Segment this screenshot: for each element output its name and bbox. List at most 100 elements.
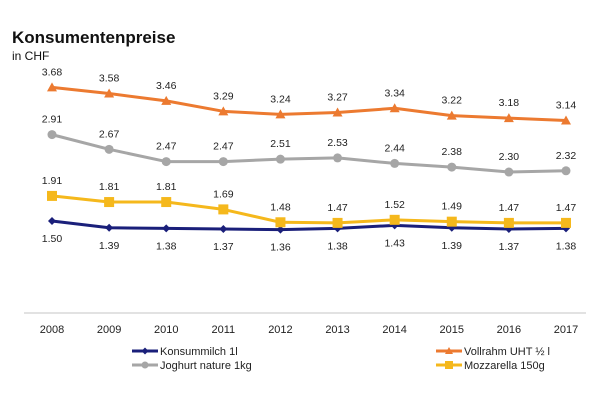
data-label-mozzarella-150g: 1.91	[42, 175, 63, 187]
legend-label: Vollrahm UHT ½ l	[464, 346, 550, 358]
x-tick-label: 2014	[382, 324, 406, 336]
data-point-vollrahm-uht-l	[218, 106, 229, 116]
data-label-mozzarella-150g: 1.47	[327, 202, 348, 214]
legend-marker-icon	[445, 361, 453, 369]
series-line-konsummilch-1l	[51, 219, 567, 232]
data-label-vollrahm-uht-l: 3.34	[384, 87, 405, 99]
data-label-konsummilch-1l: 1.39	[442, 240, 463, 252]
legend-item-mozzarella-150g: Mozzarella 150g	[436, 360, 545, 372]
data-label-mozzarella-150g: 1.48	[270, 201, 291, 213]
data-point-konsummilch-1l	[48, 217, 56, 226]
data-label-vollrahm-uht-l: 3.18	[499, 97, 520, 109]
data-point-mozzarella-150g	[47, 190, 57, 201]
data-label-konsummilch-1l: 1.39	[99, 240, 120, 252]
data-point-joghurt-nature-1kg	[333, 153, 343, 163]
data-point-vollrahm-uht-l	[389, 103, 400, 113]
data-point-joghurt-nature-1kg	[104, 144, 114, 154]
data-point-joghurt-nature-1kg	[161, 157, 171, 167]
data-point-joghurt-nature-1kg	[561, 166, 571, 176]
data-label-mozzarella-150g: 1.47	[556, 202, 577, 214]
data-point-vollrahm-uht-l	[332, 107, 343, 117]
data-point-konsummilch-1l	[105, 223, 114, 232]
x-tick-label: 2016	[497, 324, 521, 336]
data-point-mozzarella-150g	[446, 216, 457, 227]
data-point-joghurt-nature-1kg	[390, 158, 400, 168]
data-label-joghurt-nature-1kg: 2.44	[384, 142, 405, 154]
data-point-mozzarella-150g	[389, 214, 400, 225]
legend-label: Konsummilch 1l	[160, 346, 238, 358]
series-line-mozzarella-150g	[51, 194, 566, 225]
data-point-mozzarella-150g	[332, 217, 343, 228]
data-label-joghurt-nature-1kg: 2.32	[556, 150, 577, 162]
data-label-mozzarella-150g: 1.52	[384, 199, 405, 211]
data-label-konsummilch-1l: 1.37	[213, 241, 234, 253]
legend-item-vollrahm-uht-l: Vollrahm UHT ½ l	[436, 346, 550, 358]
data-point-vollrahm-uht-l	[446, 110, 457, 120]
data-label-konsummilch-1l: 1.50	[42, 233, 63, 245]
data-label-konsummilch-1l: 1.38	[156, 240, 177, 252]
data-point-vollrahm-uht-l	[275, 109, 286, 119]
legend-marker-icon	[141, 347, 149, 355]
data-label-vollrahm-uht-l: 3.46	[156, 80, 177, 92]
x-tick-label: 2017	[554, 324, 578, 336]
data-point-vollrahm-uht-l	[561, 115, 571, 125]
data-label-joghurt-nature-1kg: 2.30	[499, 151, 520, 163]
data-label-konsummilch-1l: 1.37	[499, 241, 520, 253]
data-label-joghurt-nature-1kg: 2.38	[442, 146, 463, 158]
data-label-vollrahm-uht-l: 3.29	[213, 90, 234, 102]
legend-marker-icon	[445, 347, 453, 354]
data-point-konsummilch-1l	[219, 225, 228, 234]
data-point-vollrahm-uht-l	[47, 82, 57, 92]
data-point-joghurt-nature-1kg	[275, 154, 285, 164]
data-label-vollrahm-uht-l: 3.24	[270, 93, 291, 105]
x-tick-label: 2013	[325, 324, 349, 336]
x-tick-label: 2008	[40, 324, 64, 336]
data-point-mozzarella-150g	[275, 217, 286, 228]
legend-label: Mozzarella 150g	[464, 360, 545, 372]
data-label-vollrahm-uht-l: 3.27	[327, 92, 348, 104]
x-tick-label: 2015	[440, 324, 464, 336]
data-label-vollrahm-uht-l: 3.14	[556, 100, 577, 112]
data-point-konsummilch-1l	[276, 225, 285, 234]
data-point-vollrahm-uht-l	[503, 113, 514, 123]
data-label-joghurt-nature-1kg: 2.47	[213, 141, 234, 153]
chart-title: Konsumentenpreise	[12, 28, 176, 47]
x-tick-label: 2011	[212, 324, 236, 336]
data-label-joghurt-nature-1kg: 2.53	[327, 137, 348, 149]
data-point-joghurt-nature-1kg	[504, 167, 514, 177]
legend-marker-icon	[141, 361, 149, 369]
data-label-joghurt-nature-1kg: 2.91	[42, 114, 63, 126]
x-tick-label: 2012	[268, 324, 292, 336]
data-label-mozzarella-150g: 1.81	[99, 181, 120, 193]
series-line-joghurt-nature-1kg	[51, 133, 567, 174]
data-label-konsummilch-1l: 1.36	[270, 242, 291, 254]
data-point-mozzarella-150g	[503, 217, 514, 228]
data-label-vollrahm-uht-l: 3.58	[99, 73, 120, 85]
data-label-joghurt-nature-1kg: 2.51	[270, 138, 291, 150]
data-label-mozzarella-150g: 1.49	[442, 201, 463, 213]
data-label-vollrahm-uht-l: 3.68	[42, 66, 63, 78]
data-point-mozzarella-150g	[561, 217, 571, 228]
data-point-joghurt-nature-1kg	[47, 130, 57, 140]
x-tick-label: 2010	[154, 324, 178, 336]
data-point-konsummilch-1l	[162, 224, 171, 233]
data-point-joghurt-nature-1kg	[447, 162, 457, 172]
data-label-mozzarella-150g: 1.81	[156, 181, 177, 193]
data-point-vollrahm-uht-l	[104, 88, 115, 98]
data-label-konsummilch-1l: 1.43	[384, 237, 405, 249]
legend-label: Joghurt nature 1kg	[160, 360, 252, 372]
data-label-joghurt-nature-1kg: 2.67	[99, 128, 120, 140]
data-label-vollrahm-uht-l: 3.22	[442, 95, 463, 107]
data-point-mozzarella-150g	[218, 204, 229, 215]
chart-subtitle: in CHF	[12, 49, 50, 63]
data-label-mozzarella-150g: 1.47	[499, 202, 520, 214]
data-label-joghurt-nature-1kg: 2.47	[156, 141, 177, 153]
series-line-vollrahm-uht-l	[51, 85, 567, 123]
data-label-konsummilch-1l: 1.38	[556, 240, 577, 252]
data-label-konsummilch-1l: 1.38	[327, 240, 348, 252]
data-point-joghurt-nature-1kg	[218, 157, 228, 167]
x-tick-label: 2009	[97, 324, 121, 336]
data-point-mozzarella-150g	[161, 197, 172, 208]
data-point-mozzarella-150g	[104, 197, 115, 208]
